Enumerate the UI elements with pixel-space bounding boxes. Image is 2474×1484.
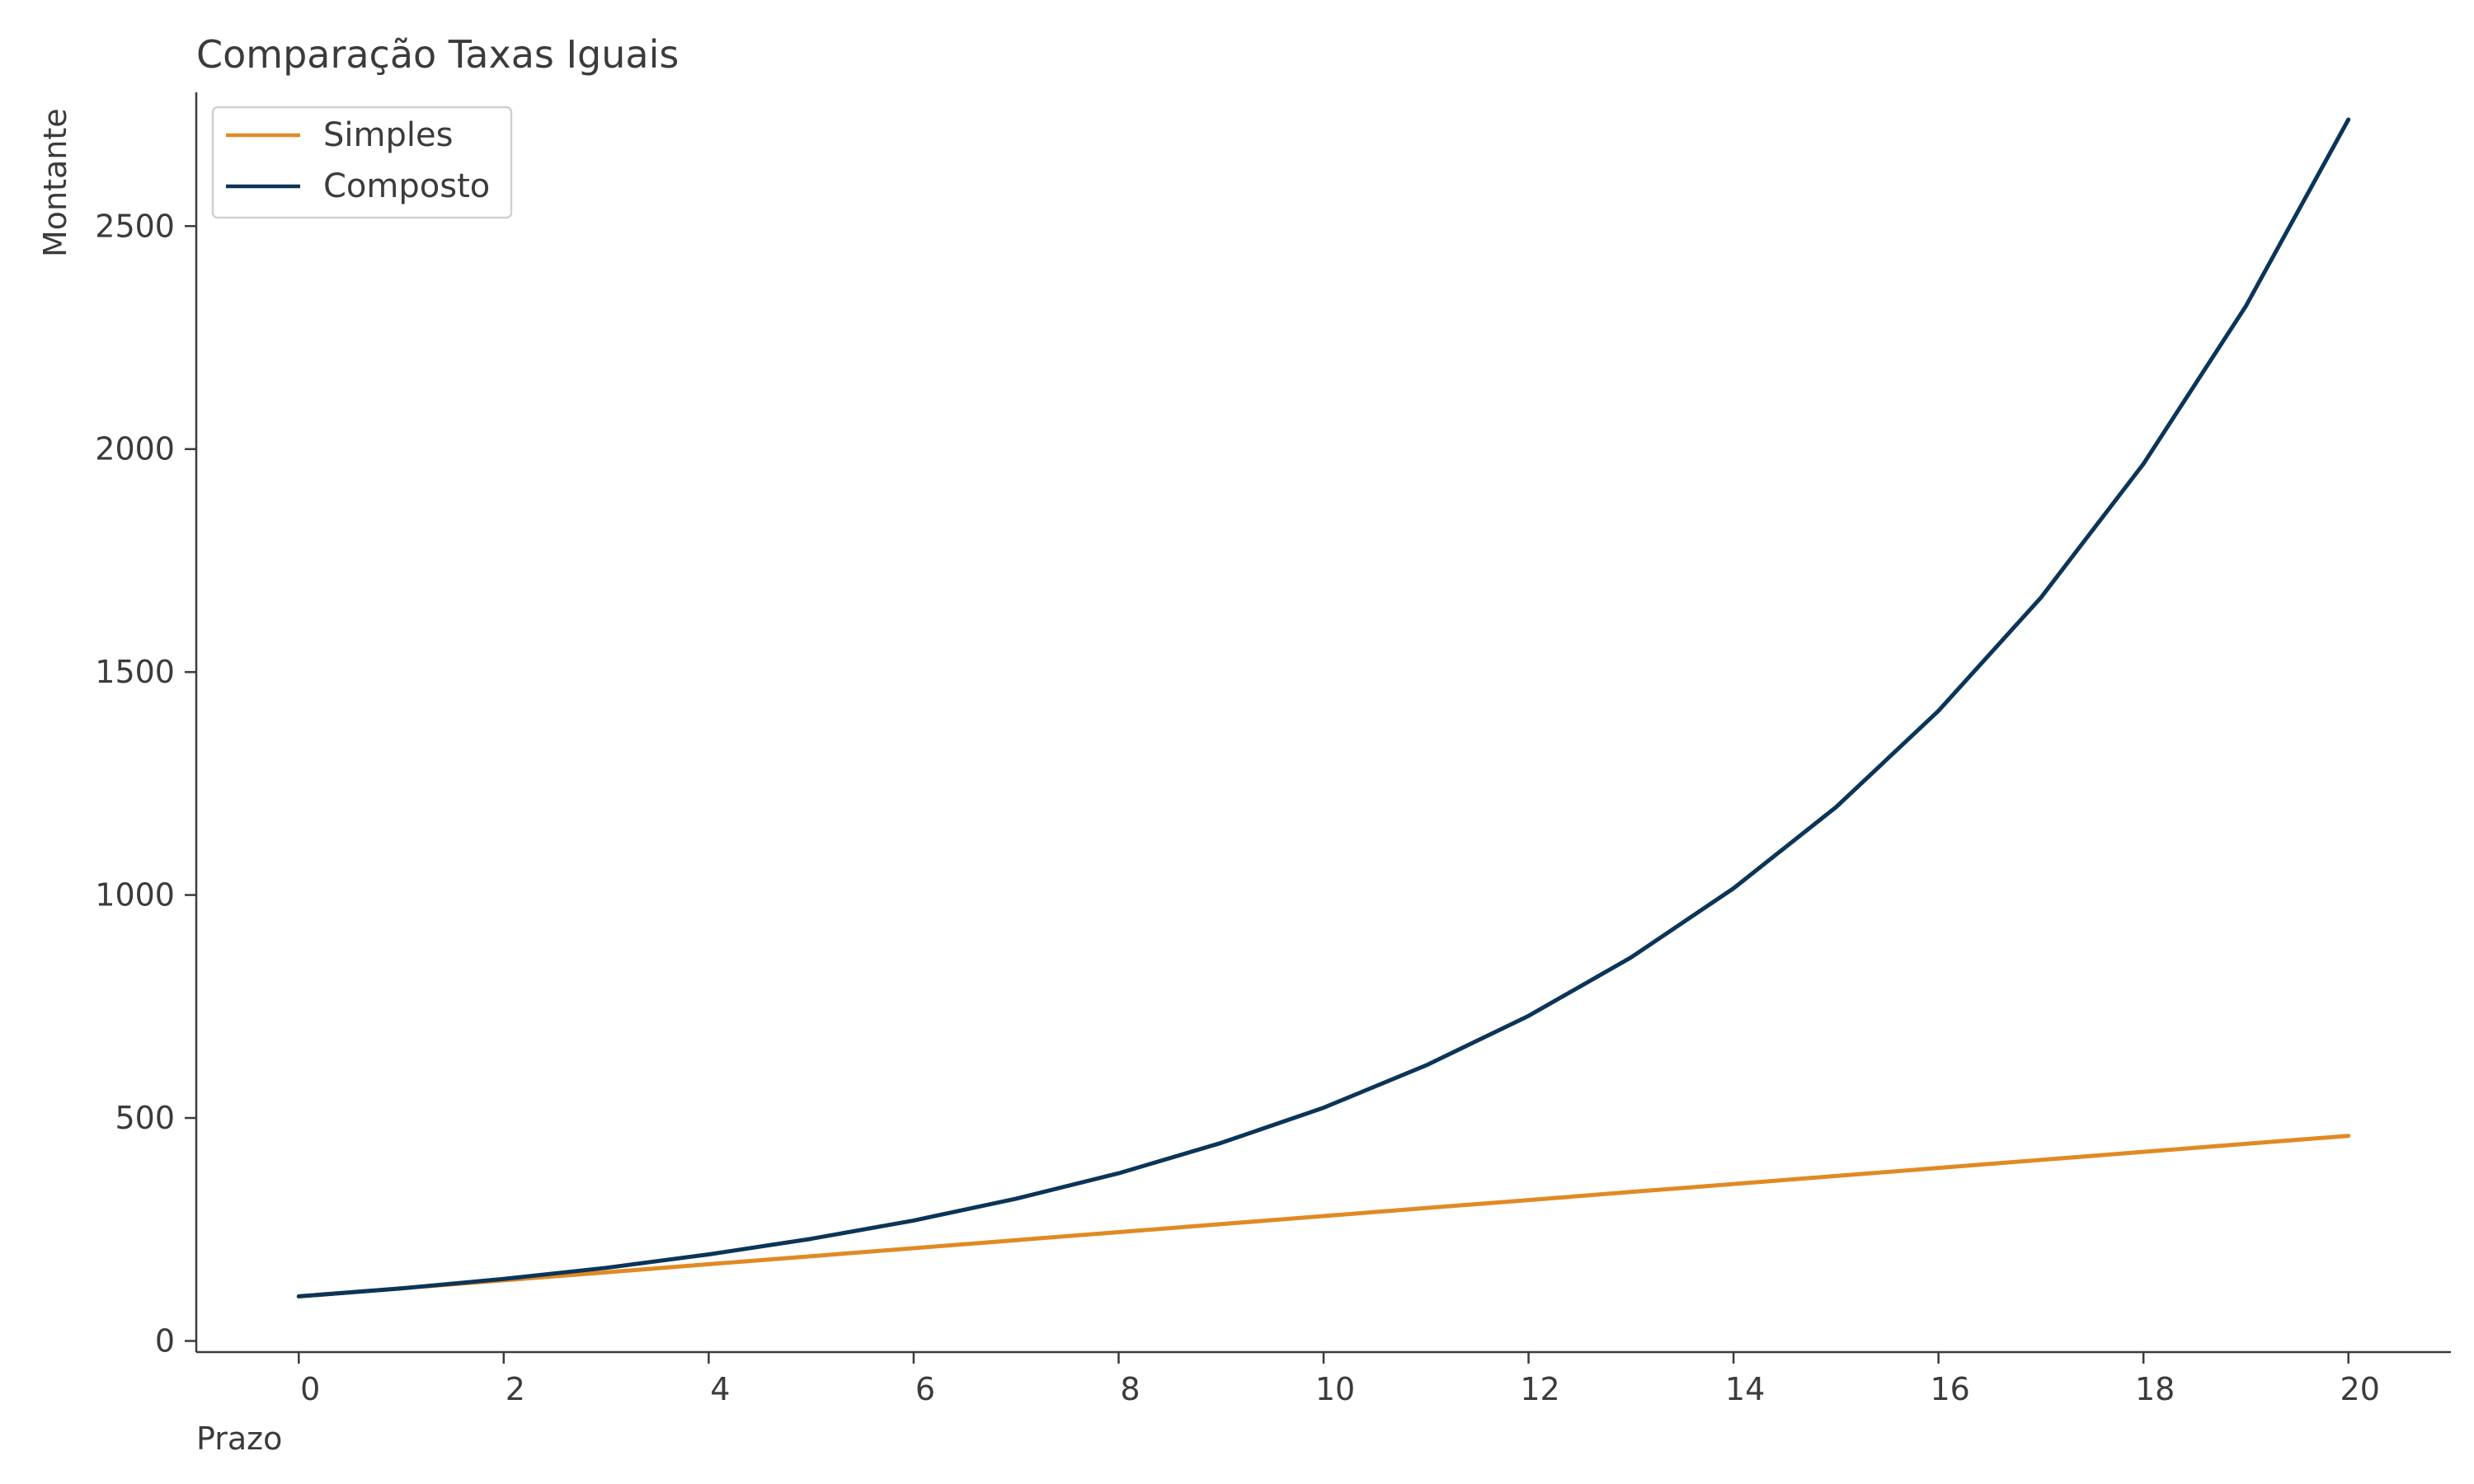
y-tick-label: 2000 [95,431,175,467]
x-tick-label: 14 [1725,1371,1765,1407]
series-line-composto [296,117,2351,1298]
y-tick-label: 2500 [95,208,175,244]
x-tick-label: 6 [915,1371,935,1407]
legend-label-simples: Simples [323,116,453,154]
x-tick-label: 16 [1930,1371,1969,1407]
x-tick-label: 12 [1520,1371,1559,1407]
legend-label-composto: Composto [323,167,490,205]
x-tick-label: 20 [2340,1371,2380,1407]
x-axis-ticks: 0 2 4 6 8 10 12 14 16 18 20 [298,1352,2380,1407]
series-line-simples [296,1134,2351,1298]
x-tick-label: 2 [506,1371,525,1407]
chart-title: Comparação Taxas Iguais [196,32,679,77]
x-tick-label: 4 [710,1371,730,1407]
y-tick-label: 1000 [95,877,175,913]
y-tick-label: 0 [155,1322,175,1359]
y-tick-label: 500 [115,1100,175,1136]
x-tick-label: 8 [1120,1371,1140,1407]
y-axis-label: Montante [37,108,73,257]
x-tick-label: 10 [1315,1371,1355,1407]
legend: Simples Composto [211,106,513,219]
series-lines [296,117,2351,1298]
x-axis-label: Prazo [196,1421,282,1457]
x-tick-label: 0 [300,1371,320,1407]
y-tick-label: 1500 [95,654,175,690]
x-tick-label: 18 [2135,1371,2175,1407]
y-axis-ticks: 0 500 1000 1500 2000 2500 [95,208,196,1359]
